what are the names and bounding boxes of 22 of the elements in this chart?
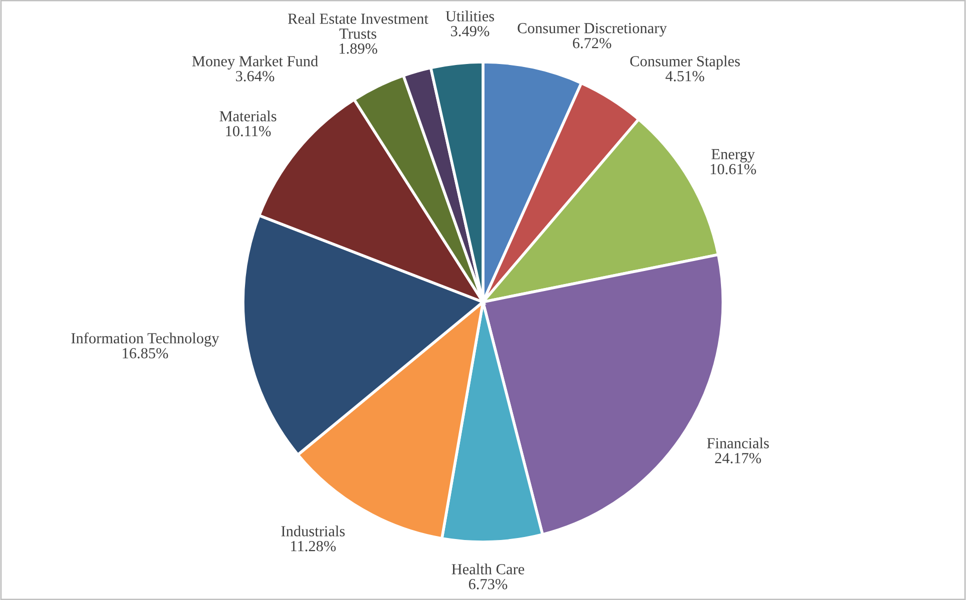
slice-label: Consumer Staples (630, 56, 740, 70)
slice-label: Financials (707, 438, 769, 448)
data-label: 4.51% (666, 70, 704, 82)
slice-label: Money Market Fund (192, 56, 318, 70)
data-label: 1.89% (340, 43, 378, 54)
slice-label: Real Estate Investment Trusts (288, 13, 428, 39)
slice-label: Consumer Discretionary (518, 23, 667, 36)
data-label: 11.28% (291, 540, 336, 552)
slice-label: Information Technology (71, 332, 220, 347)
slice-label: Energy (712, 149, 755, 162)
data-label: 10.61% (710, 164, 756, 174)
slice-label: Materials (220, 110, 276, 122)
data-label: 3.64% (236, 70, 274, 82)
data-label: 6.72% (572, 38, 612, 48)
slice-label: Utilities (446, 10, 494, 22)
data-label: 24.17% (715, 452, 762, 464)
data-label: 3.49% (451, 26, 490, 36)
slice-label: Health Care (452, 564, 524, 574)
data-label: 16.85% (122, 348, 168, 358)
slice-label: Industrials (281, 526, 345, 536)
data-label: 6.73% (468, 578, 508, 590)
data-label: 10.11% (226, 126, 271, 136)
